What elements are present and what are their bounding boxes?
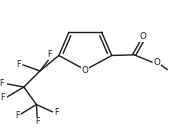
Text: F: F: [54, 108, 59, 118]
Text: F: F: [48, 50, 52, 59]
Text: O: O: [153, 58, 160, 67]
Text: F: F: [17, 60, 21, 69]
Text: F: F: [35, 117, 39, 126]
Text: O: O: [139, 33, 146, 41]
Text: F: F: [15, 111, 20, 120]
Text: F: F: [1, 93, 5, 102]
Text: F: F: [0, 79, 4, 87]
Text: O: O: [82, 66, 89, 75]
